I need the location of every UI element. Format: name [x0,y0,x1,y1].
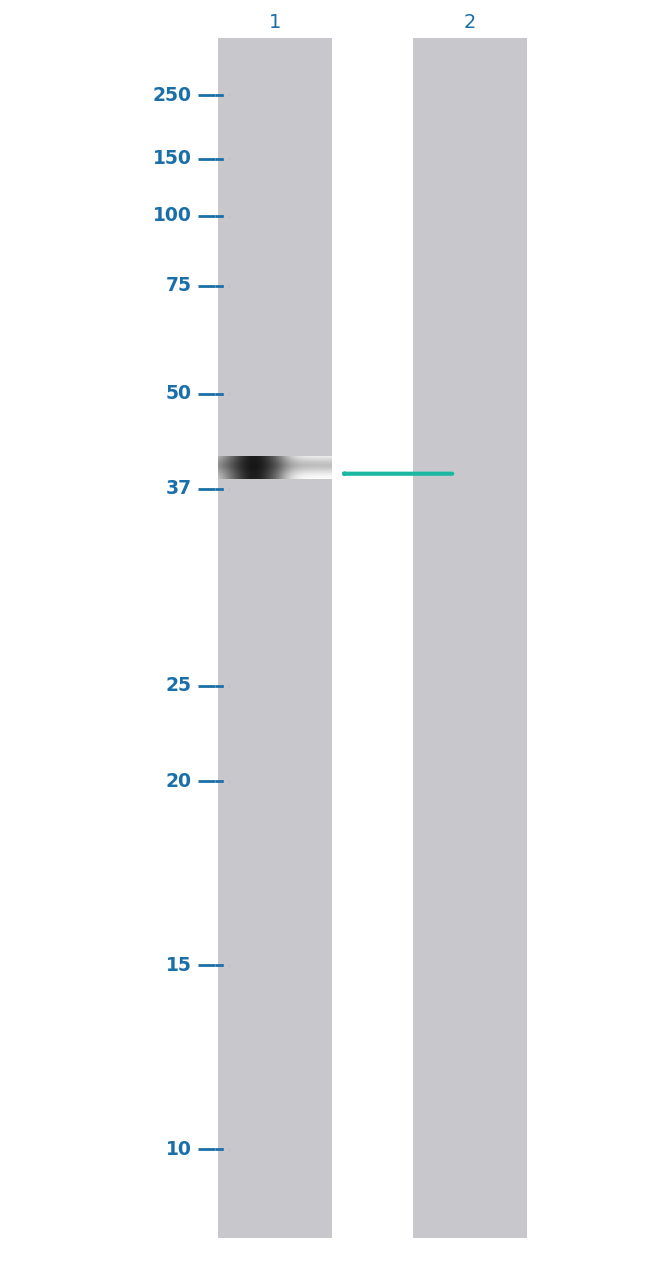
Text: 100: 100 [153,207,192,225]
Bar [413,38,526,1238]
Text: 250: 250 [153,86,192,104]
Text: 10: 10 [166,1140,192,1158]
Bar [218,38,332,1238]
Text: 2: 2 [463,14,476,32]
Text: 75: 75 [166,277,192,295]
Text: 15: 15 [166,956,192,974]
Text: 50: 50 [166,385,192,403]
Text: 1: 1 [268,14,281,32]
Text: 37: 37 [166,480,192,498]
Text: 20: 20 [166,772,192,790]
Text: 25: 25 [166,677,192,695]
Text: 150: 150 [153,150,192,168]
